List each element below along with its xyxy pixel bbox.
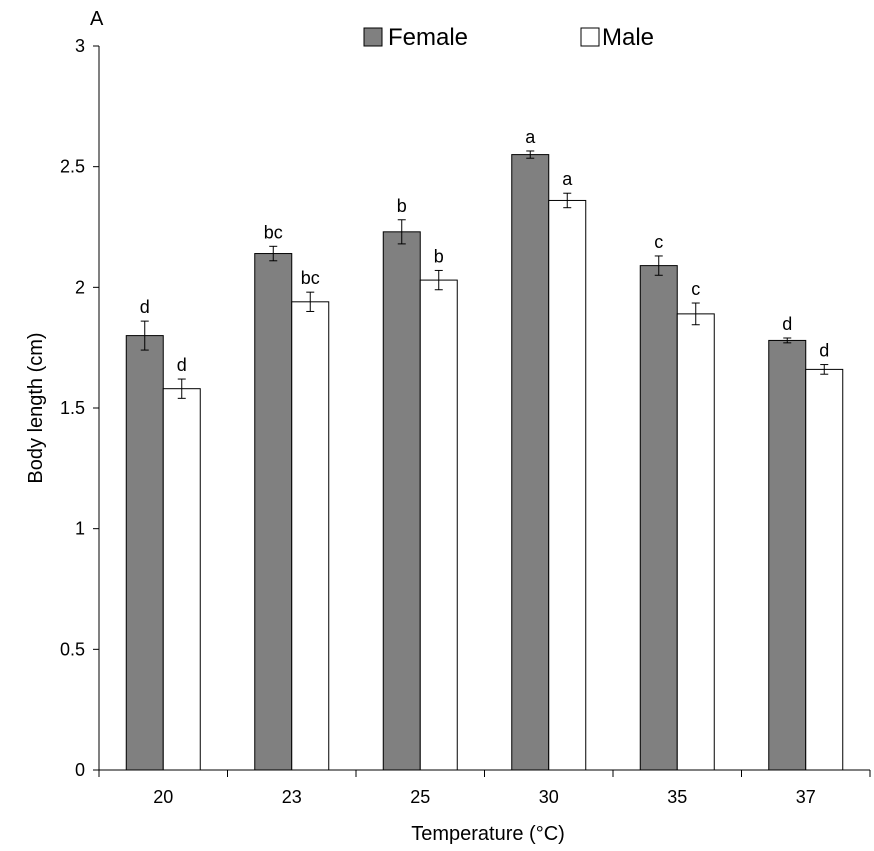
bar-female [125,335,164,771]
significance-label: b [434,246,444,266]
bar-female [511,154,550,771]
y-tick-label: 2 [75,277,85,297]
bar-female [254,253,293,771]
x-tick-label: 37 [796,787,816,807]
legend-swatch-male [580,27,600,47]
significance-label: bc [301,268,320,288]
significance-label: bc [264,222,283,242]
legend-label-female: Female [388,24,468,51]
bar-male [291,301,330,771]
significance-label: a [525,127,536,147]
significance-label: d [177,355,187,375]
y-tick-label: 0.5 [60,639,85,659]
significance-label: c [691,279,700,299]
x-tick-label: 30 [539,787,559,807]
significance-label: b [397,196,407,216]
x-tick-label: 20 [153,787,173,807]
bar-female [382,231,421,771]
significance-label: d [819,341,829,361]
y-tick-label: 2.5 [60,157,85,177]
y-axis-title: Body length (cm) [25,332,47,483]
legend: Female Male [363,24,654,51]
x-axis-title: Temperature (°C) [411,823,565,845]
bar-male [419,279,458,771]
y-tick-label: 1 [75,519,85,539]
significance-label: c [654,232,663,252]
significance-label: d [140,297,150,317]
y-tick-label: 3 [75,36,85,56]
bar-female [768,339,807,771]
bar-male [548,199,587,771]
y-tick-label: 0 [75,760,85,780]
panel-label: A [90,8,104,30]
y-tick-label: 1.5 [60,398,85,418]
bar-female [639,265,678,771]
bar-male [805,368,844,771]
x-tick-label: 35 [667,787,687,807]
significance-label: d [782,314,792,334]
bar-male [162,388,201,771]
plot-area: 0 0.5 1 1.5 2 2.5 3 20 d d 23 bc bc 25 b b 30 a a 35 c c 37 d d [60,36,871,807]
bar-male [676,313,715,771]
x-tick-label: 23 [282,787,302,807]
legend-label-male: Male [602,24,654,51]
legend-swatch-female [363,27,383,47]
significance-label: a [562,169,573,189]
x-tick-label: 25 [410,787,430,807]
